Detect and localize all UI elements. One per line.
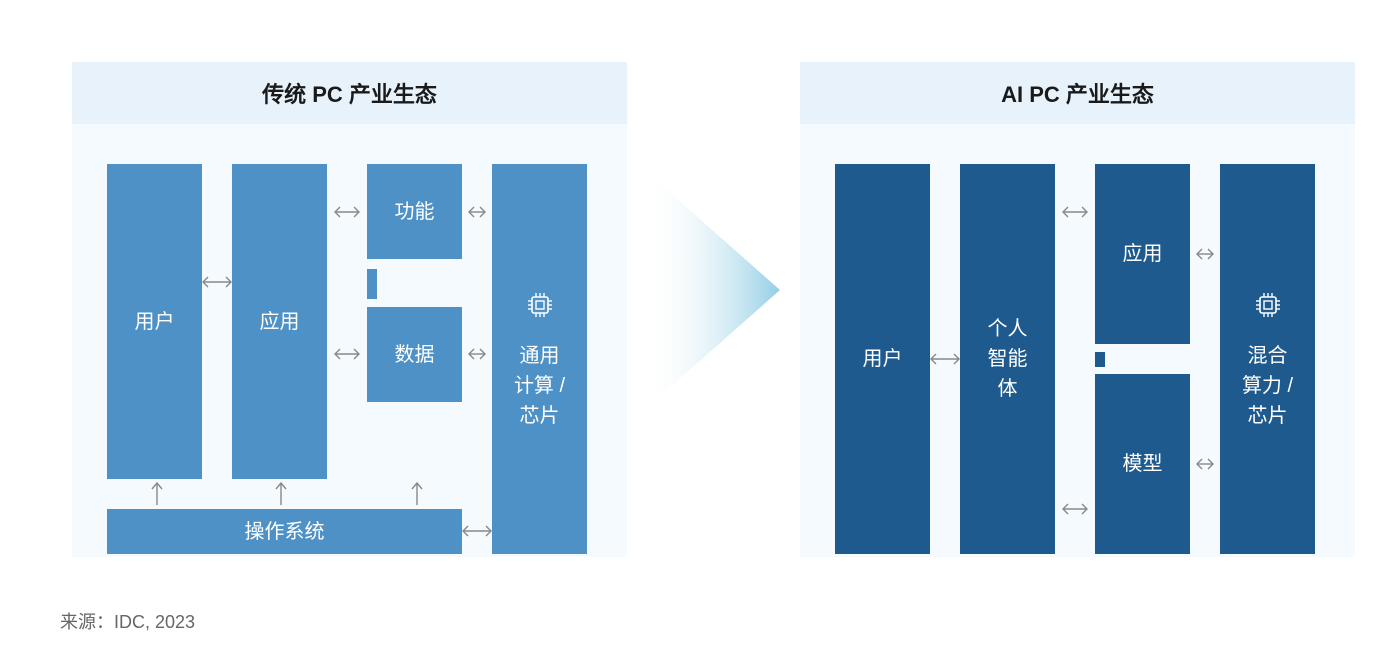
h-arrow-4	[1196, 457, 1214, 471]
block-agent-label: 个人 智能 体	[988, 314, 1028, 404]
block-app-label: 应用	[1123, 239, 1163, 269]
h-arrow-0	[930, 352, 960, 366]
block-user: 用户	[107, 164, 202, 479]
left-title-text: 传统 PC 产业生态	[262, 77, 437, 109]
h-arrow-1	[1062, 205, 1088, 219]
v-arrow-1	[274, 482, 288, 506]
h-arrow-2	[334, 347, 360, 361]
chip-icon	[523, 288, 557, 322]
h-arrow-1	[334, 205, 360, 219]
chip-icon	[523, 288, 557, 331]
right-title-text: AI PC 产业生态	[1001, 77, 1154, 109]
block-agent: 个人 智能 体	[960, 164, 1055, 554]
block-data-label: 数据	[395, 340, 435, 370]
source-text: 来源：IDC, 2023	[60, 612, 195, 632]
left-panel-title: 传统 PC 产业生态	[72, 62, 627, 124]
h-arrow-5	[462, 524, 492, 538]
block-user: 用户	[835, 164, 930, 554]
right-panel: AI PC 产业生态 用户 个人 智能 体 应用模型 混合 算力 / 芯片	[800, 62, 1355, 557]
block-vbar	[1095, 352, 1105, 367]
block-vbar	[367, 269, 377, 299]
block-func-label: 功能	[395, 197, 435, 227]
block-app: 应用	[232, 164, 327, 479]
block-os-label: 操作系统	[245, 517, 325, 547]
h-arrow-3	[1196, 247, 1214, 261]
chip-icon	[1251, 288, 1285, 322]
right-panel-title: AI PC 产业生态	[800, 62, 1355, 124]
h-arrow-4	[468, 347, 486, 361]
block-app-label: 应用	[260, 307, 300, 337]
v-arrow-2	[410, 482, 424, 506]
block-compute: 混合 算力 / 芯片	[1220, 164, 1315, 554]
h-arrow-2	[1062, 502, 1088, 516]
block-compute: 通用 计算 / 芯片	[492, 164, 587, 554]
block-model-label: 模型	[1123, 449, 1163, 479]
source-citation: 来源：IDC, 2023	[60, 608, 195, 634]
block-os: 操作系统	[107, 509, 462, 554]
transition-arrow	[650, 175, 780, 405]
v-arrow-0	[150, 482, 164, 506]
block-user-label: 用户	[863, 344, 903, 374]
block-compute-label: 通用 计算 / 芯片	[514, 341, 565, 431]
chip-icon	[1251, 288, 1285, 331]
left-panel: 传统 PC 产业生态 用户 应用 功能数据 通用 计算 / 芯片操作系统	[72, 62, 627, 557]
h-arrow-3	[468, 205, 486, 219]
block-user-label: 用户	[135, 307, 175, 337]
block-func: 功能	[367, 164, 462, 259]
block-data: 数据	[367, 307, 462, 402]
block-model: 模型	[1095, 374, 1190, 554]
block-app: 应用	[1095, 164, 1190, 344]
block-compute-label: 混合 算力 / 芯片	[1242, 341, 1293, 431]
h-arrow-0	[202, 275, 232, 289]
